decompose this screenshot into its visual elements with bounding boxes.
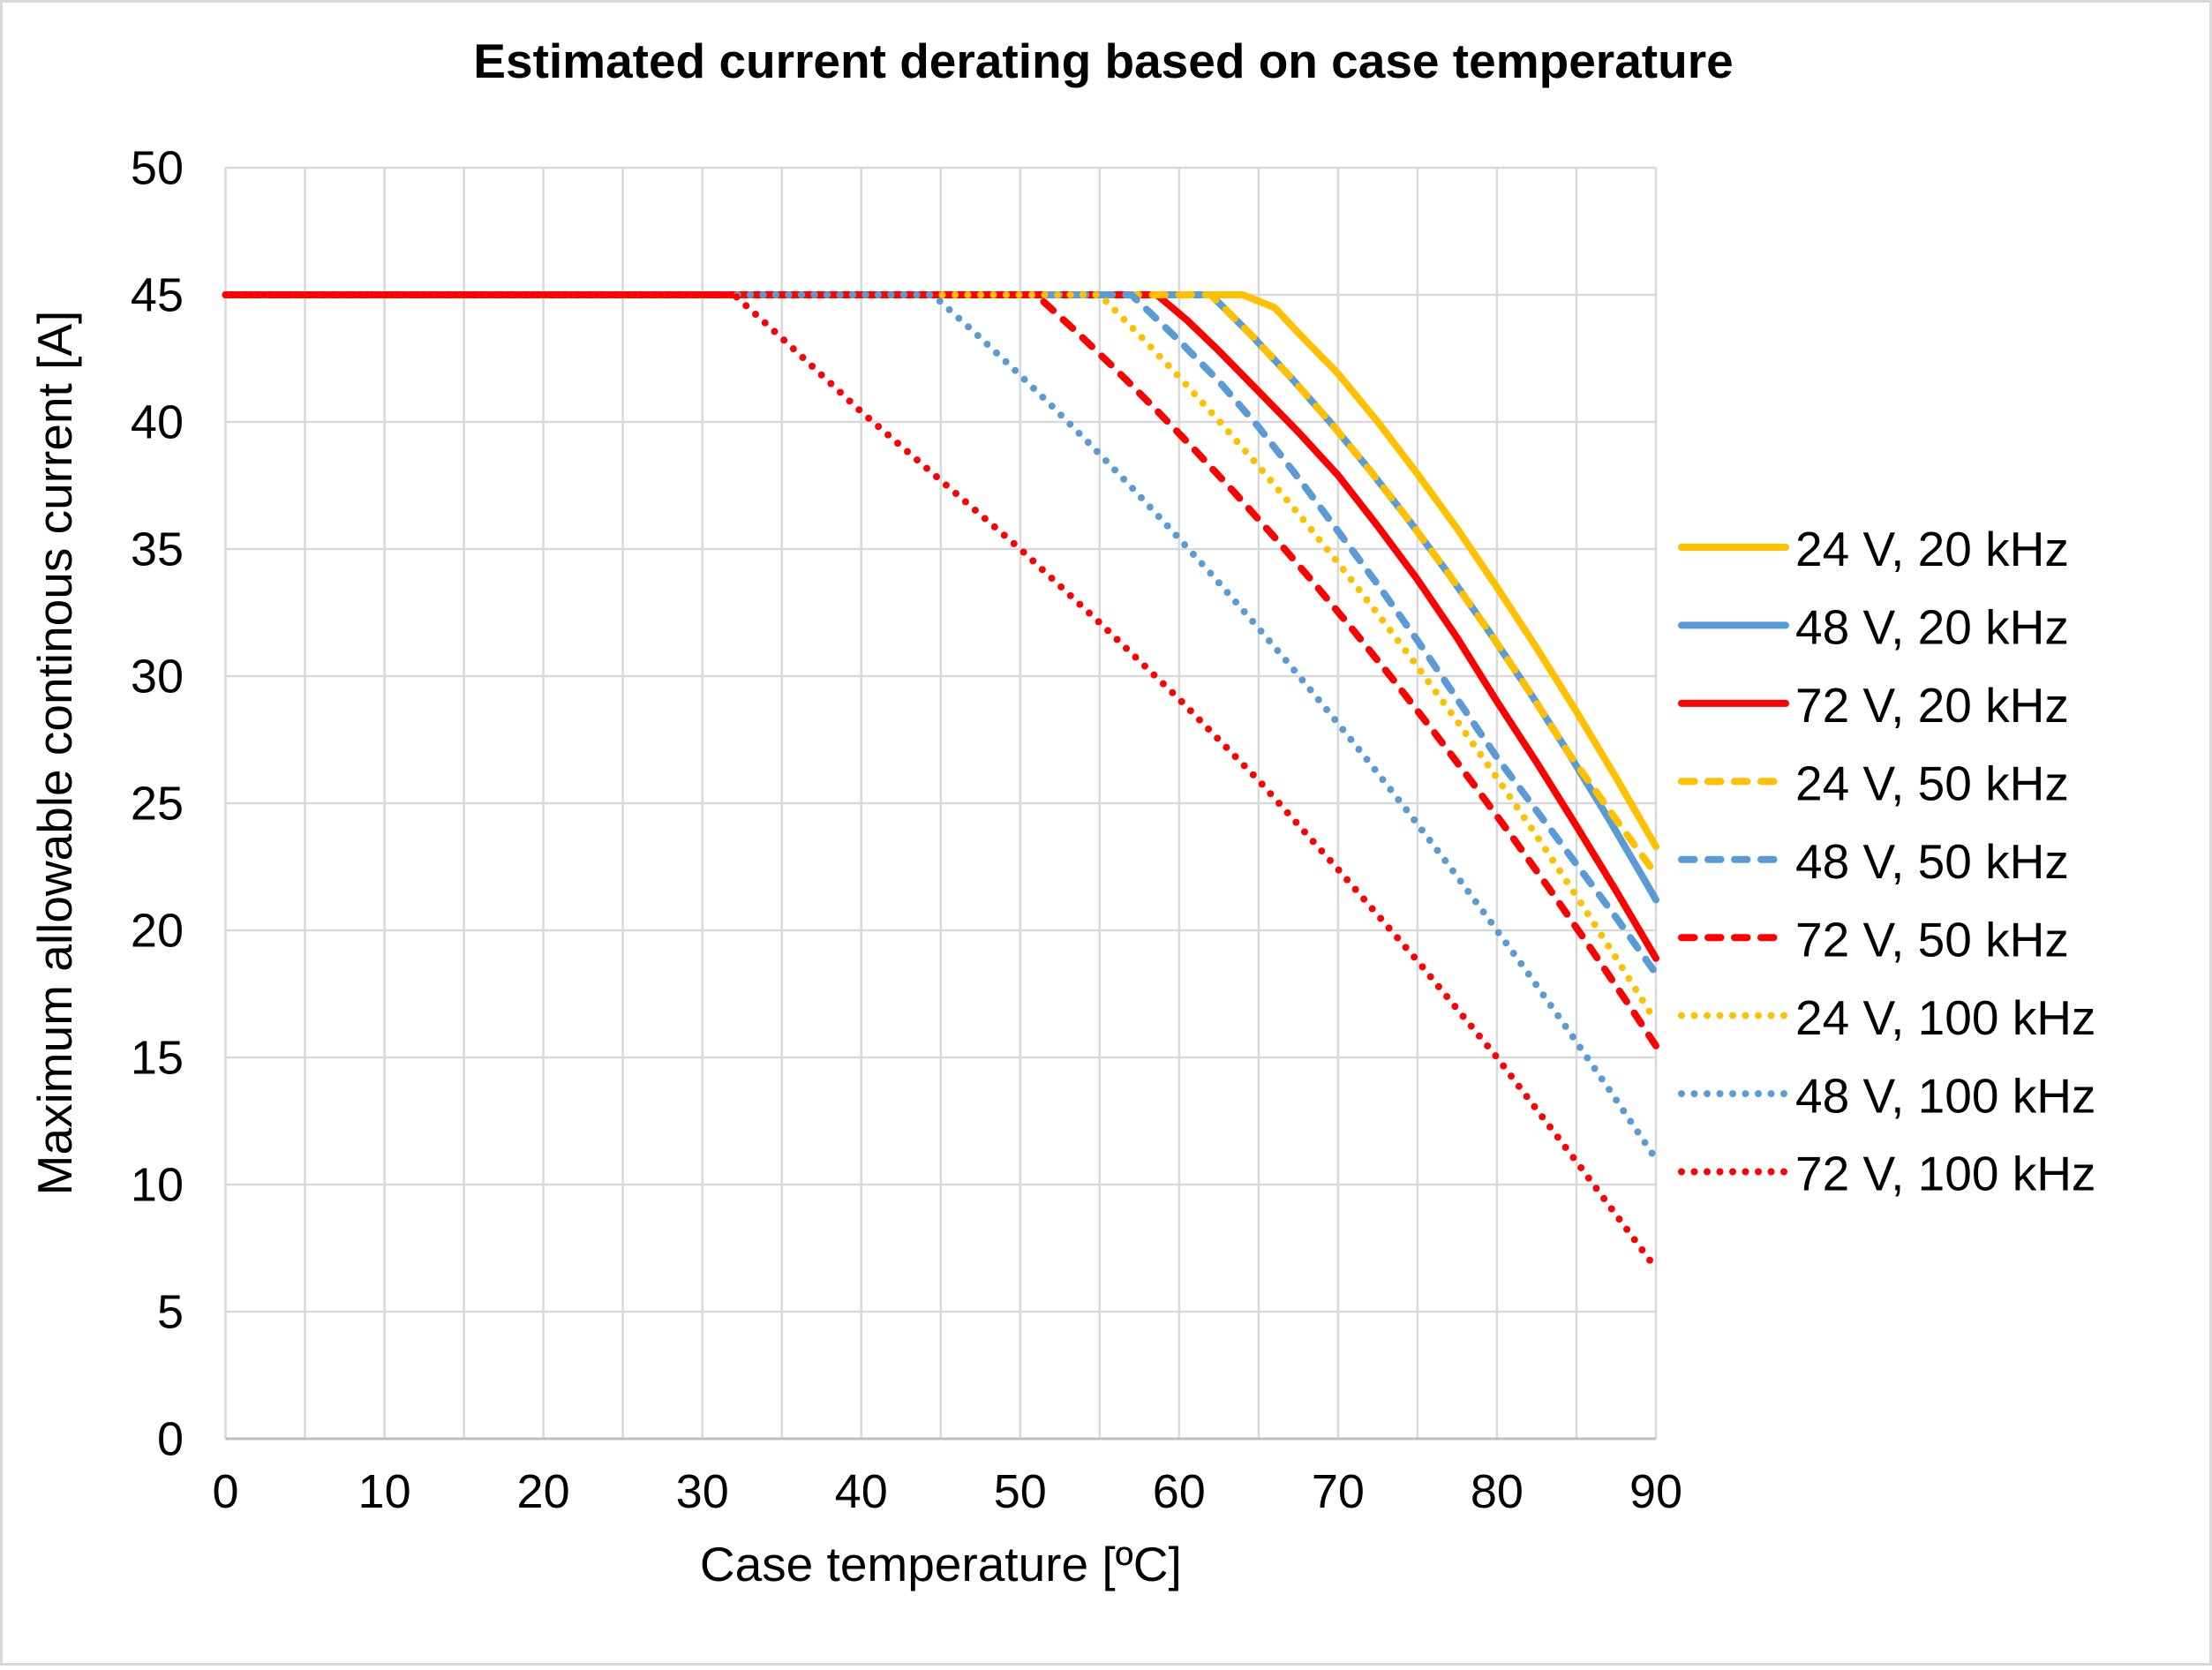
svg-text:Case temperature [ºC]: Case temperature [ºC] xyxy=(700,1537,1182,1591)
svg-text:Maximum allowable continous cu: Maximum allowable continous current [A] xyxy=(27,311,82,1196)
svg-text:45: 45 xyxy=(131,269,184,322)
svg-text:60: 60 xyxy=(1153,1465,1206,1518)
svg-text:72 V, 20 kHz: 72 V, 20 kHz xyxy=(1795,678,2069,733)
svg-text:40: 40 xyxy=(835,1465,888,1518)
svg-text:48 V, 50 kHz: 48 V, 50 kHz xyxy=(1795,834,2069,889)
svg-text:50: 50 xyxy=(994,1465,1047,1518)
svg-text:50: 50 xyxy=(131,142,184,195)
svg-text:5: 5 xyxy=(157,1286,184,1339)
svg-text:72 V, 50 kHz: 72 V, 50 kHz xyxy=(1795,912,2069,967)
svg-text:72 V, 100 kHz: 72 V, 100 kHz xyxy=(1795,1147,2095,1201)
svg-text:15: 15 xyxy=(131,1032,184,1085)
svg-text:90: 90 xyxy=(1629,1465,1682,1518)
svg-text:Estimated current derating bas: Estimated current derating based on case… xyxy=(473,34,1733,88)
svg-text:24 V, 20 kHz: 24 V, 20 kHz xyxy=(1795,522,2069,576)
svg-text:40: 40 xyxy=(131,396,184,449)
svg-text:70: 70 xyxy=(1312,1465,1365,1518)
svg-text:10: 10 xyxy=(131,1159,184,1212)
svg-text:0: 0 xyxy=(157,1413,184,1466)
svg-text:48 V, 20 kHz: 48 V, 20 kHz xyxy=(1795,600,2069,655)
svg-text:35: 35 xyxy=(131,523,184,576)
svg-text:24 V, 100 kHz: 24 V, 100 kHz xyxy=(1795,990,2095,1045)
svg-text:24 V, 50 kHz: 24 V, 50 kHz xyxy=(1795,756,2069,811)
svg-text:80: 80 xyxy=(1471,1465,1524,1518)
svg-text:0: 0 xyxy=(212,1465,238,1518)
svg-text:30: 30 xyxy=(131,651,184,703)
svg-text:10: 10 xyxy=(358,1465,411,1518)
svg-text:25: 25 xyxy=(131,778,184,831)
svg-text:48 V, 100 kHz: 48 V, 100 kHz xyxy=(1795,1068,2095,1123)
svg-text:20: 20 xyxy=(517,1465,570,1518)
svg-text:20: 20 xyxy=(131,905,184,958)
svg-text:30: 30 xyxy=(676,1465,729,1518)
